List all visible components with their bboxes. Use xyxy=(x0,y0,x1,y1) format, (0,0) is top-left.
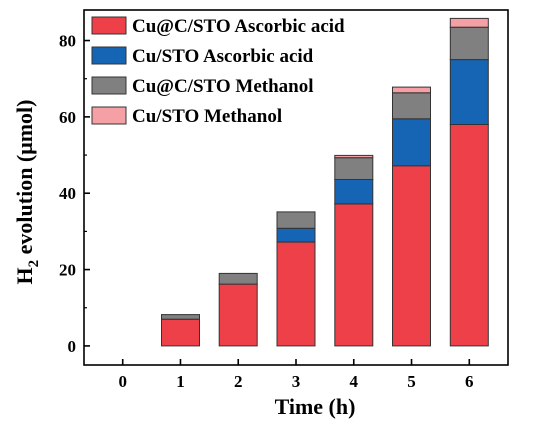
bar-segment xyxy=(449,59,489,125)
bar-segment xyxy=(334,157,374,180)
legend-swatch xyxy=(91,46,127,65)
y-axis-title-rest: evolution (μmol) xyxy=(12,100,37,260)
y-tick-label: 80 xyxy=(59,32,76,51)
legend-label: Cu@C/STO Methanol xyxy=(132,76,314,97)
y-axis-title-subscript: 2 xyxy=(26,260,42,268)
bar-segment xyxy=(392,86,431,94)
bar-segment xyxy=(392,165,431,347)
bar-segment xyxy=(449,17,489,28)
y-axis-title-main: H xyxy=(12,267,37,284)
bar-segment xyxy=(218,283,258,347)
legend-swatch xyxy=(91,16,127,35)
legend-swatch xyxy=(91,106,127,125)
x-tick-label: 3 xyxy=(292,372,301,391)
y-tick-label: 20 xyxy=(59,261,76,280)
legend-label: Cu/STO Methanol xyxy=(132,106,282,127)
y-axis-title: H2 evolution (μmol) xyxy=(12,100,42,285)
bar-segment xyxy=(161,314,200,320)
x-tick-label: 6 xyxy=(465,372,474,391)
bar-segment xyxy=(276,211,316,229)
x-tick-label: 4 xyxy=(350,372,359,391)
y-tick-label: 40 xyxy=(59,184,76,203)
y-tick-label: 0 xyxy=(68,337,77,356)
bar-segment xyxy=(218,272,258,285)
bar-segment xyxy=(334,154,374,159)
bar-segment xyxy=(276,241,316,347)
bar-segment xyxy=(334,203,374,347)
bar-segment xyxy=(334,179,374,205)
bar-segment xyxy=(449,124,489,347)
bar-segment xyxy=(276,227,316,243)
legend-label: Cu/STO Ascorbic acid xyxy=(132,46,314,67)
legend-swatch xyxy=(91,76,127,95)
x-tick-label: 5 xyxy=(407,372,416,391)
y-tick-label: 60 xyxy=(59,108,76,127)
bar-segment xyxy=(392,118,431,167)
legend: Cu@C/STO Ascorbic acid Cu/STO Ascorbic ac… xyxy=(91,16,345,127)
bars xyxy=(161,17,489,347)
x-axis-title: Time (h) xyxy=(275,394,356,419)
legend-label: Cu@C/STO Ascorbic acid xyxy=(132,16,345,37)
bar-segment xyxy=(392,92,431,120)
x-tick-label: 1 xyxy=(176,372,185,391)
bar-segment xyxy=(449,26,489,61)
x-tick-label: 2 xyxy=(234,372,243,391)
bar-segment xyxy=(161,318,200,347)
x-tick-label: 0 xyxy=(118,372,127,391)
